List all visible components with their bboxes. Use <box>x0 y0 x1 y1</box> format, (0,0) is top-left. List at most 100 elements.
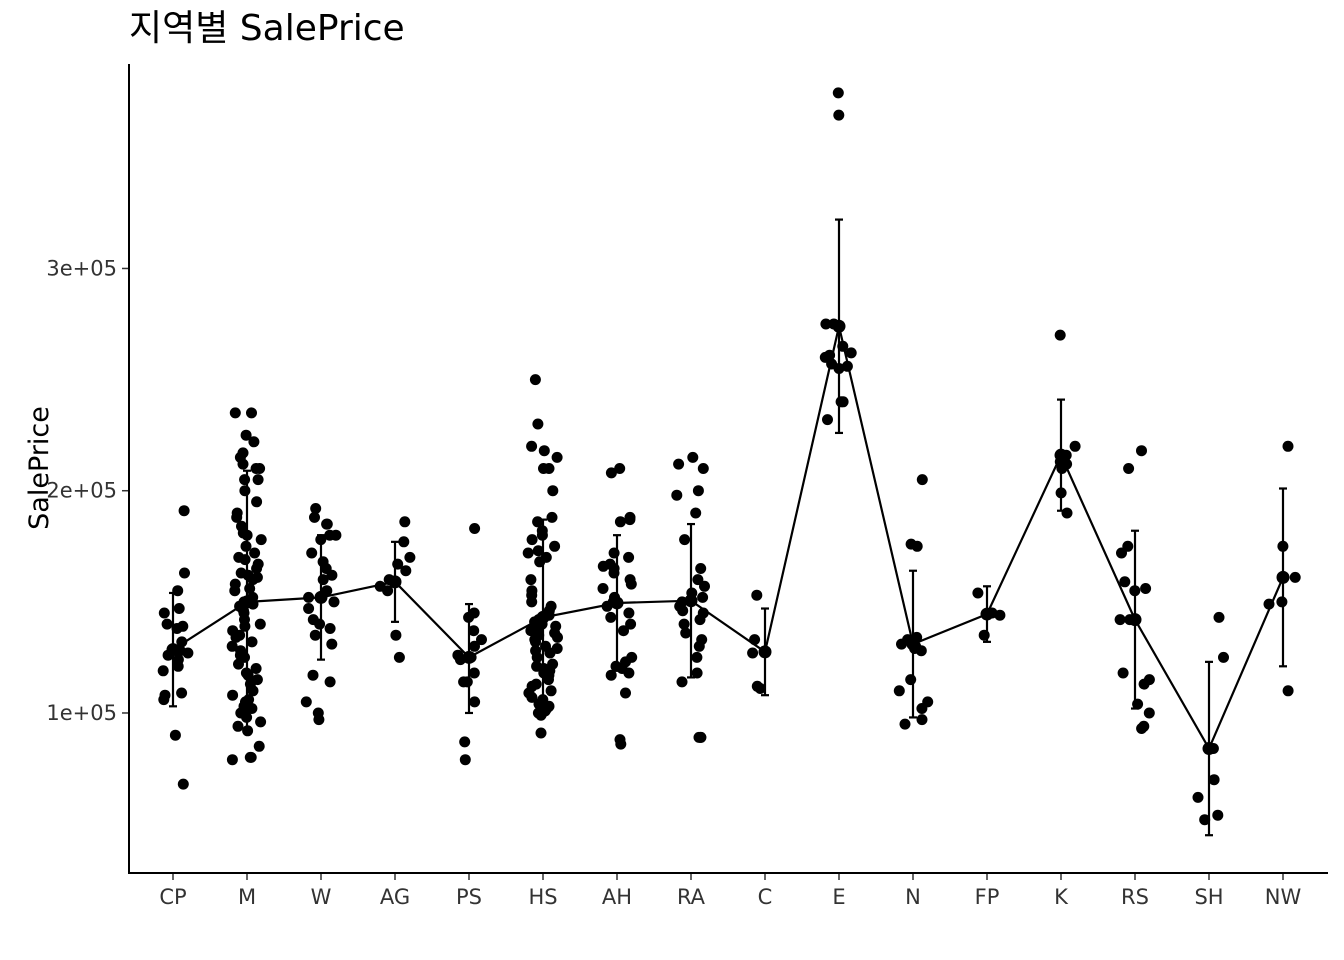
data-point <box>1143 707 1155 719</box>
data-point <box>1218 651 1229 663</box>
data-point <box>899 718 911 730</box>
data-point <box>697 463 709 474</box>
data-point <box>303 603 315 614</box>
data-point <box>469 696 481 708</box>
data-point <box>324 676 336 688</box>
data-point <box>233 658 244 670</box>
data-point <box>310 503 322 514</box>
x-tick-label: W <box>311 885 332 909</box>
data-point <box>623 551 635 563</box>
data-point <box>330 529 342 541</box>
x-axis: CP M W AG PS HS AH RA C E N FP K RS SH NW <box>159 873 1301 909</box>
data-point <box>177 778 189 790</box>
data-point <box>324 623 336 634</box>
data-point <box>676 676 688 688</box>
data-point <box>605 611 617 623</box>
data-point <box>232 720 244 732</box>
data-point <box>252 474 264 486</box>
data-point <box>605 467 617 479</box>
data-point <box>896 638 907 650</box>
data-point <box>242 669 254 681</box>
data-point <box>1192 791 1204 803</box>
data-point <box>251 496 263 508</box>
data-point <box>173 603 185 614</box>
data-point <box>526 596 538 608</box>
data-point <box>1140 583 1152 594</box>
data-point <box>625 578 637 590</box>
data-point <box>459 754 471 766</box>
data-point <box>469 523 481 534</box>
data-point <box>468 667 480 679</box>
data-point <box>751 589 763 601</box>
data-point <box>538 463 549 474</box>
data-point <box>618 625 629 637</box>
data-point <box>1116 547 1127 559</box>
data-point <box>693 731 705 743</box>
data-point <box>306 547 318 559</box>
data-point <box>538 445 550 457</box>
x-tick-label: HS <box>528 885 557 909</box>
data-point <box>597 560 609 572</box>
data-point <box>690 507 702 519</box>
data-point <box>526 440 538 452</box>
data-point <box>916 703 928 714</box>
data-point <box>525 574 537 586</box>
data-point <box>239 485 251 497</box>
data-point <box>597 583 609 594</box>
data-point <box>1208 774 1220 786</box>
data-point <box>247 685 259 697</box>
data-point <box>229 407 241 419</box>
data-point <box>833 109 845 121</box>
data-point <box>158 607 170 619</box>
data-point <box>679 534 691 546</box>
data-point <box>544 647 556 659</box>
data-point <box>326 638 338 650</box>
data-point <box>226 640 238 652</box>
x-tick-label: SH <box>1194 885 1223 909</box>
x-tick-label: C <box>758 885 773 909</box>
data-point <box>615 738 627 750</box>
data-point <box>239 554 251 566</box>
data-point <box>1282 685 1294 697</box>
data-point <box>916 714 928 726</box>
data-point <box>1212 809 1224 821</box>
mean-line <box>172 326 1285 751</box>
data-point <box>543 674 554 686</box>
x-tick-label: AG <box>380 885 410 909</box>
data-point <box>309 629 321 641</box>
data-point <box>1117 667 1129 679</box>
data-point <box>620 687 631 699</box>
x-tick-label: RS <box>1121 885 1149 909</box>
data-point <box>246 407 257 419</box>
data-point <box>253 740 265 752</box>
data-point <box>1054 329 1066 341</box>
data-point <box>845 347 857 359</box>
data-point <box>231 511 243 523</box>
data-point <box>458 676 470 688</box>
data-point <box>1199 814 1211 826</box>
data-point <box>245 751 257 763</box>
data-point <box>697 591 709 603</box>
data-point <box>822 414 833 426</box>
data-point <box>545 685 557 697</box>
data-point <box>911 540 923 552</box>
data-point <box>313 714 325 726</box>
data-point <box>1136 723 1148 734</box>
data-point <box>393 651 405 663</box>
data-point <box>835 396 847 408</box>
data-point <box>476 634 487 646</box>
data-point <box>692 574 704 586</box>
data-point <box>249 547 261 559</box>
data-point <box>1061 507 1073 519</box>
data-point <box>247 574 259 586</box>
data-point <box>677 605 689 617</box>
data-point <box>176 687 188 699</box>
data-point <box>694 614 706 626</box>
error-bars <box>166 218 1290 837</box>
data-point <box>1114 614 1126 626</box>
data-point <box>625 618 637 630</box>
data-point <box>614 516 626 528</box>
data-point <box>1123 463 1135 474</box>
data-point <box>1282 440 1294 452</box>
